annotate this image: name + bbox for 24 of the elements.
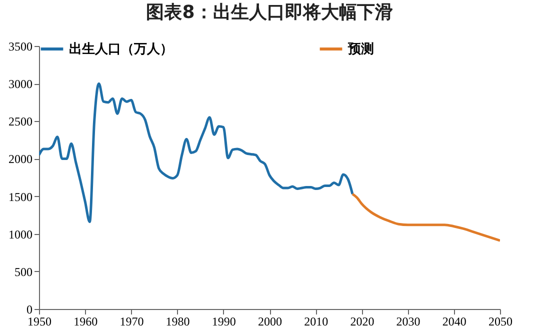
x-tick-label: 1960 — [74, 314, 98, 328]
y-tick-label: 500 — [14, 264, 32, 279]
y-tick-label: 3000 — [8, 77, 32, 92]
y-tick-label: 3500 — [8, 40, 32, 54]
x-tick-label: 2030 — [396, 314, 420, 328]
x-tick-label: 2050 — [488, 314, 512, 328]
x-tick-label: 2020 — [350, 314, 374, 328]
legend-label: 预测 — [347, 42, 374, 57]
x-tick-label: 2040 — [442, 314, 466, 328]
x-tick-label: 1970 — [120, 314, 144, 328]
x-tick-label: 1950 — [28, 314, 52, 328]
x-tick-label: 2000 — [258, 314, 282, 328]
chart-title: 图表8：出生人口即将大幅下滑 — [146, 2, 393, 23]
line-series — [351, 192, 500, 242]
line-series — [39, 82, 354, 224]
x-tick-label: 1990 — [212, 314, 236, 328]
y-tick-label: 1000 — [8, 227, 32, 242]
legend-label: 出生人口（万人） — [69, 42, 173, 57]
x-tick-label: 1980 — [166, 314, 190, 328]
y-tick-label: 2000 — [8, 152, 32, 166]
y-tick-label: 1500 — [8, 190, 32, 204]
y-tick-label: 0 — [26, 302, 32, 316]
x-tick-label: 2010 — [304, 314, 328, 328]
y-tick-label: 2500 — [8, 114, 32, 129]
